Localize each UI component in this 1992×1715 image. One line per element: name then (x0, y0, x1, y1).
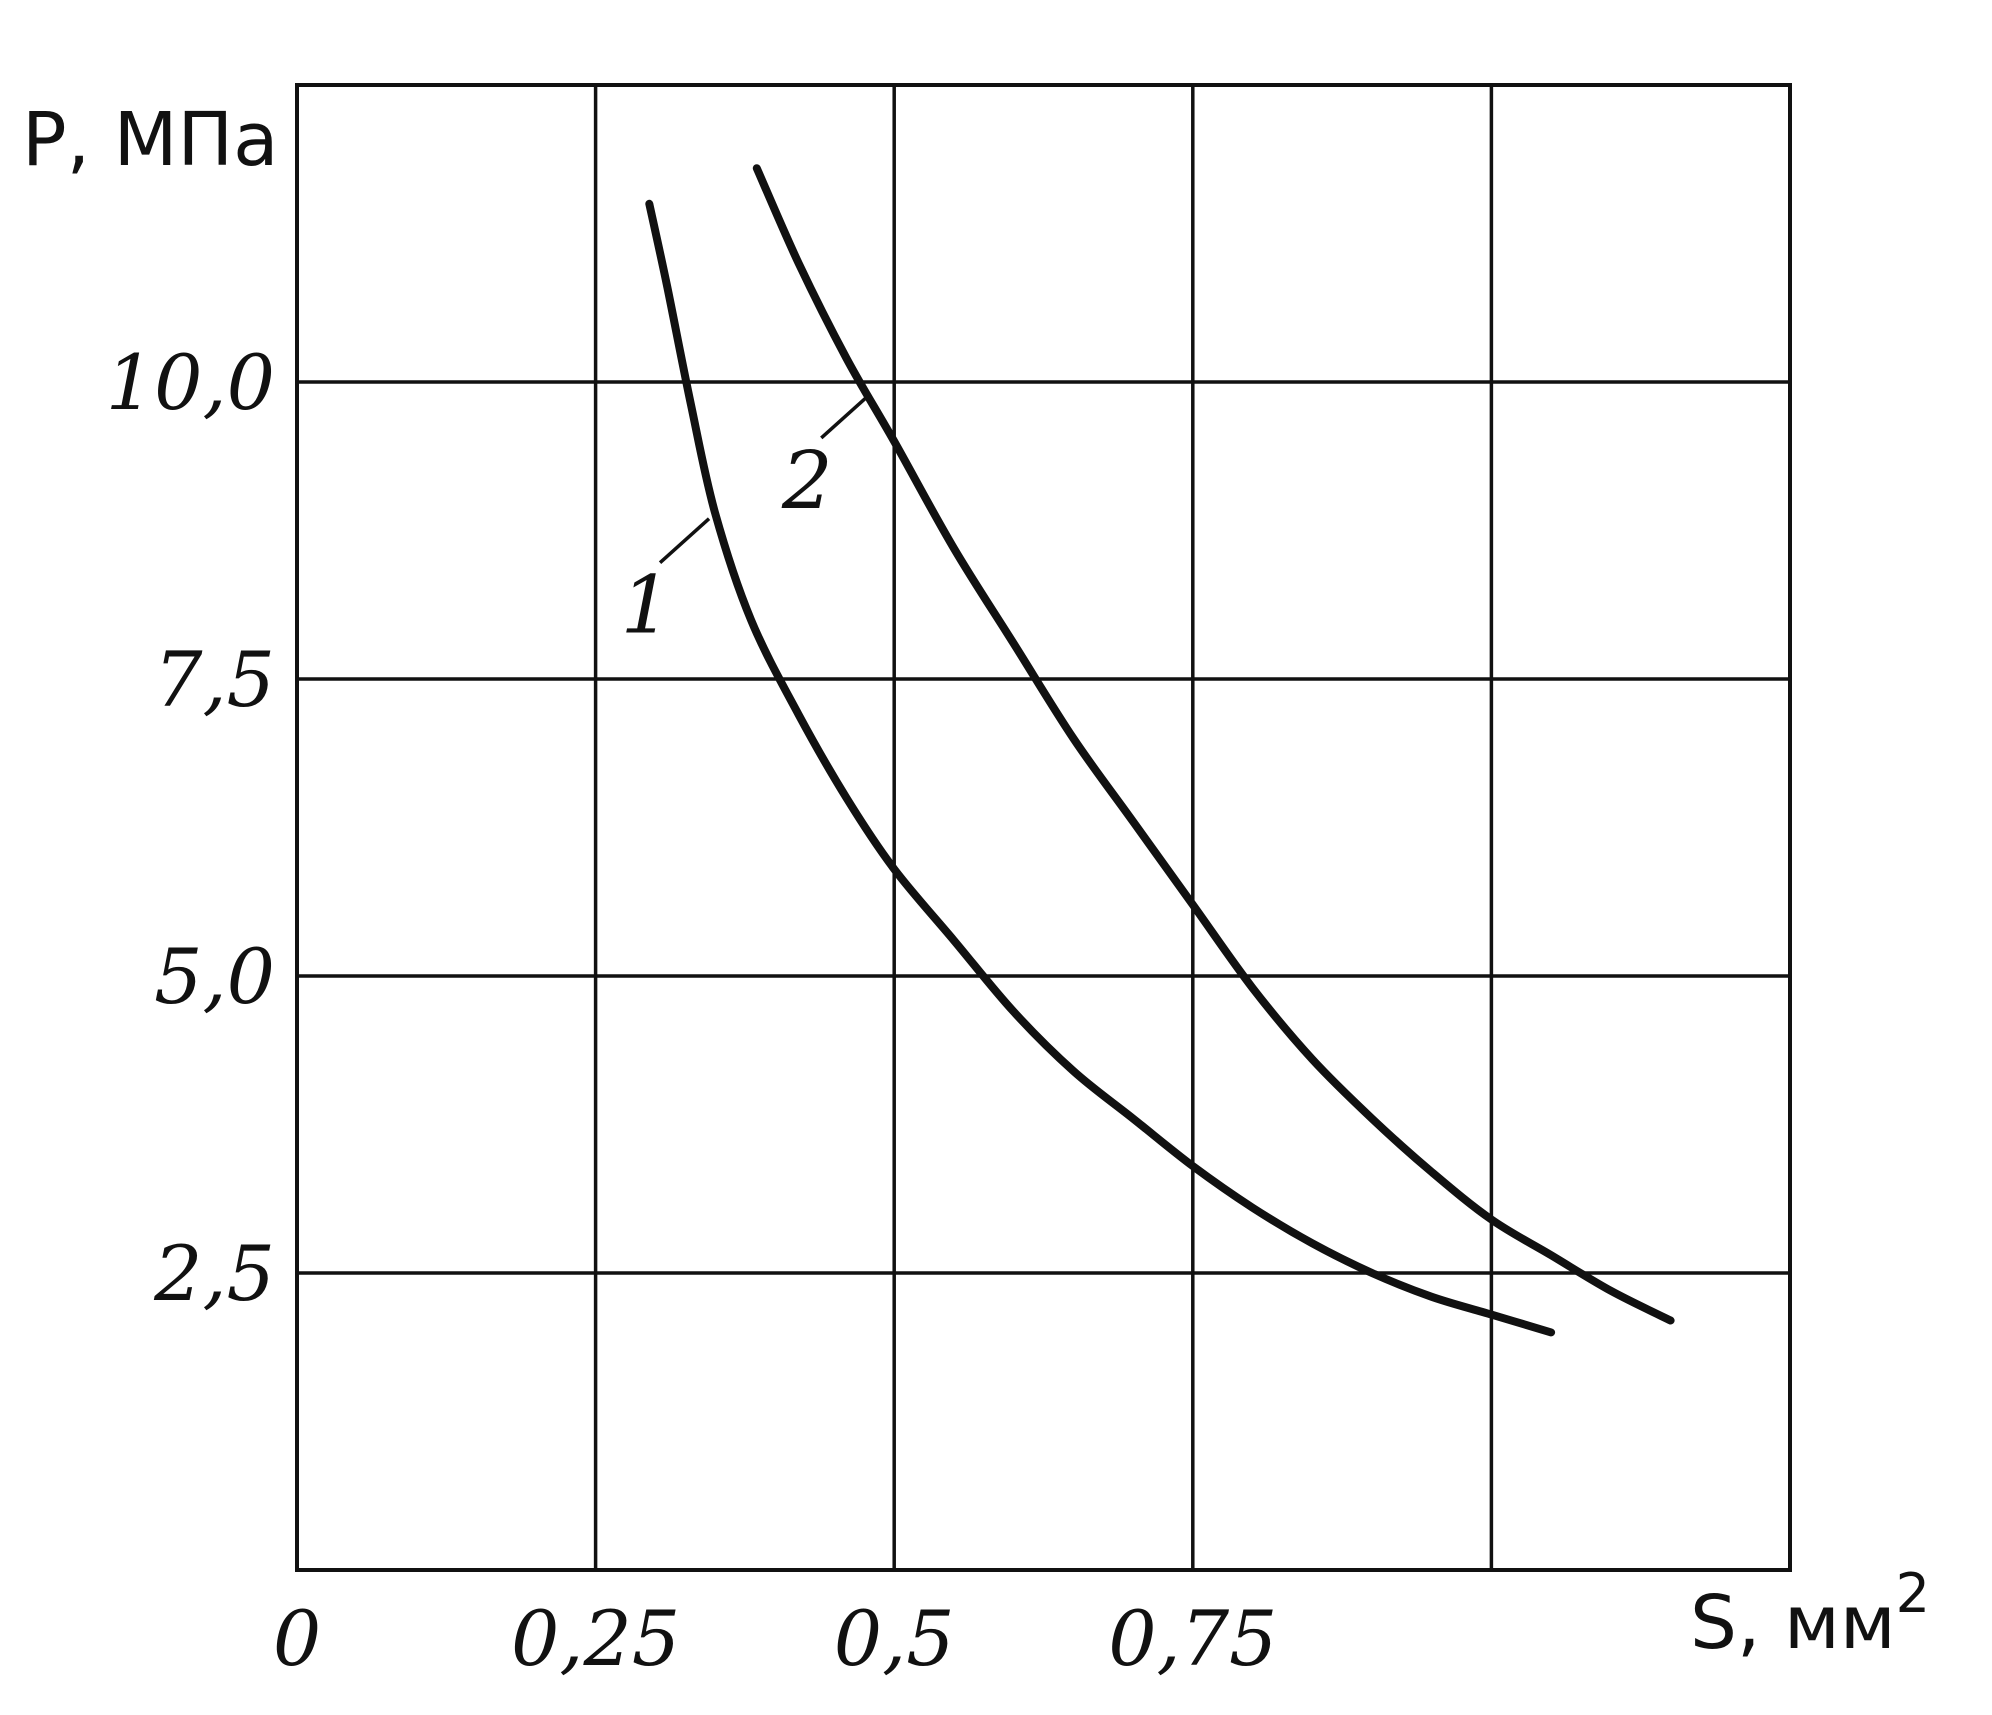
x-axis-label-text: S, мм (1690, 1580, 1896, 1666)
x-tick-label: 0,75 (1108, 1594, 1277, 1683)
x-tick-label: 0,25 (511, 1594, 680, 1683)
series-2-label: 2 (781, 434, 833, 527)
grid (295, 83, 1792, 1572)
series-2-leader (820, 392, 872, 440)
series-1-leader (658, 517, 711, 564)
series-2-line (752, 164, 1675, 1325)
series-layer: 12 (621, 164, 1675, 1337)
series-1-label: 1 (621, 559, 672, 652)
plot-frame (295, 83, 1792, 1572)
x-axis-label-superscript: 2 (1896, 1562, 1930, 1625)
x-axis-label: S, мм2 (1690, 1562, 1930, 1666)
x-tick-label: 0,5 (834, 1594, 955, 1683)
y-tick-label: 10,0 (106, 338, 275, 427)
tick-labels: 0 0,25 0,5 0,75 2,5 5,0 7,5 10,0 (106, 338, 1278, 1683)
y-axis-label: P, МПа (22, 97, 279, 183)
series-1-line (645, 199, 1556, 1337)
x-tick-label: 0 (273, 1594, 321, 1683)
y-tick-label: 5,0 (154, 932, 275, 1021)
y-tick-label: 7,5 (154, 635, 275, 724)
y-tick-label: 2,5 (153, 1229, 275, 1318)
